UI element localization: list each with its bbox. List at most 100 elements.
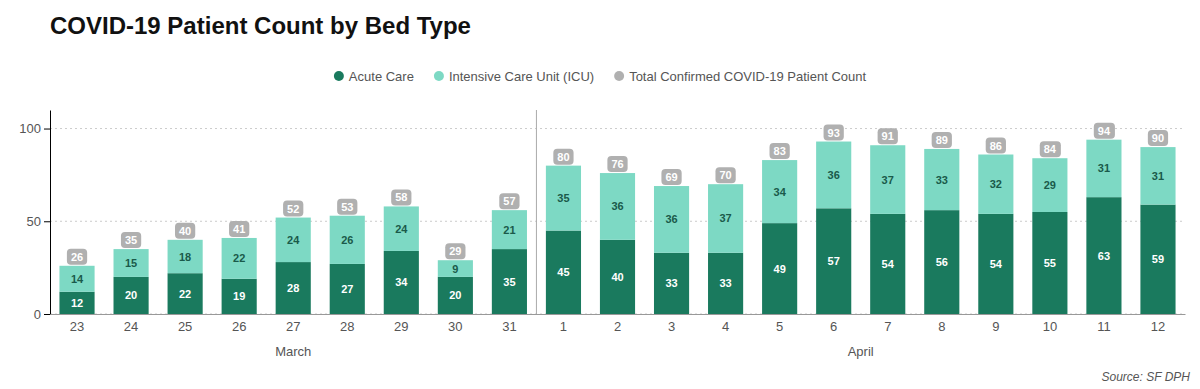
bar [1140, 147, 1175, 204]
bars [59, 140, 1175, 314]
x-tick-label: 1 [560, 319, 567, 334]
total-label: 93 [824, 125, 844, 141]
bar [924, 210, 959, 314]
legend-swatch [434, 71, 444, 81]
total-label-box [67, 249, 87, 265]
x-tick: 6 [830, 319, 837, 334]
grid [50, 129, 1185, 314]
total-label: 57 [499, 193, 519, 209]
bar [276, 218, 311, 263]
bar [708, 184, 743, 253]
bar [978, 214, 1013, 314]
legend-item: Total Confirmed COVID-19 Patient Count [614, 69, 866, 84]
bar-label: 49 [774, 263, 786, 275]
bar [222, 279, 257, 314]
total-label-box [770, 143, 790, 159]
bar-label: 32 [990, 178, 1002, 190]
bar-label: 56 [936, 256, 948, 268]
bar [816, 208, 851, 314]
y-tick: 50 [27, 214, 50, 229]
bar-label: 20 [125, 289, 137, 301]
x-tick-label: 30 [448, 319, 462, 334]
x-tick: 30 [448, 319, 462, 334]
total-label: 35 [121, 232, 141, 248]
total-label: 40 [175, 223, 195, 239]
total-label: 26 [67, 249, 87, 265]
total-label-box [878, 128, 898, 144]
x-tick-label: 24 [124, 319, 138, 334]
bar-label: 63 [1098, 250, 1110, 262]
y-tick: 100 [19, 121, 50, 136]
total-label-box [1148, 130, 1168, 146]
x-tick-label: 2 [614, 319, 621, 334]
bar [1086, 140, 1121, 197]
bar [59, 266, 94, 292]
bar-label: 59 [1152, 253, 1164, 265]
x-tick: 2 [614, 319, 621, 334]
total-label-text: 86 [990, 140, 1002, 152]
bar [276, 262, 311, 314]
bar [59, 292, 94, 314]
bar-label: 54 [882, 258, 895, 270]
total-label: 91 [878, 128, 898, 144]
x-tick-label: 12 [1151, 319, 1165, 334]
total-label-text: 80 [557, 151, 569, 163]
total-label: 70 [715, 167, 735, 183]
bar [870, 145, 905, 214]
x-tick-label: 9 [992, 319, 999, 334]
bar [1140, 205, 1175, 314]
total-label-text: 52 [287, 203, 299, 215]
grid-line [50, 128, 1185, 129]
bar-label: 34 [395, 276, 408, 288]
bar-label: 54 [990, 258, 1003, 270]
bar-label: 33 [719, 277, 731, 289]
legend-label: Intensive Care Unit (ICU) [449, 69, 594, 84]
total-label-box [986, 138, 1006, 154]
bar-label: 37 [719, 212, 731, 224]
x-axis: 232425262728293031123456789101112 [51, 315, 1186, 335]
x-tick-label: 4 [722, 319, 729, 334]
y-tick: 0 [34, 307, 50, 322]
group-divider [536, 110, 537, 314]
x-tick-label: 31 [502, 319, 516, 334]
total-label: 80 [553, 149, 573, 165]
x-tick: 11 [1097, 319, 1111, 334]
total-label-box [715, 167, 735, 183]
bar [438, 260, 473, 277]
bar [978, 155, 1013, 214]
legend-swatch [334, 71, 344, 81]
bar-label: 22 [179, 288, 191, 300]
total-label: 41 [229, 221, 249, 237]
total-label: 52 [283, 201, 303, 217]
total-label-text: 90 [1152, 132, 1164, 144]
x-tick: 5 [776, 319, 783, 334]
bar [114, 277, 149, 314]
total-label-text: 69 [665, 171, 677, 183]
total-label-text: 91 [882, 130, 894, 142]
total-label: 90 [1148, 130, 1168, 146]
bar [384, 251, 419, 314]
total-label-text: 93 [828, 127, 840, 139]
bar-label: 31 [1098, 162, 1110, 174]
x-tick: 10 [1043, 319, 1057, 334]
total-label: 86 [986, 138, 1006, 154]
chart: COVID-19 Patient Count by Bed Type 0 50 100… [0, 0, 1200, 389]
title: COVID-19 Patient Count by Bed Type [50, 12, 471, 39]
total-label-text: 35 [125, 234, 137, 246]
total-label-box [283, 201, 303, 217]
total-label-text: 41 [233, 223, 245, 235]
x-tick-label: 10 [1043, 319, 1057, 334]
total-label-text: 84 [1044, 143, 1057, 155]
total-label-box [175, 223, 195, 239]
total-label: 89 [932, 132, 952, 148]
bar-label: 24 [287, 234, 300, 246]
bar [600, 240, 635, 314]
total-label-box [1094, 123, 1115, 139]
bar-label: 18 [179, 251, 191, 263]
bar [168, 240, 203, 273]
x-tick-label: 28 [340, 319, 354, 334]
legend-label: Acute Care [349, 69, 414, 84]
bar-label: 33 [936, 174, 948, 186]
x-tick-label: 3 [668, 319, 675, 334]
total-label-box [607, 156, 627, 172]
